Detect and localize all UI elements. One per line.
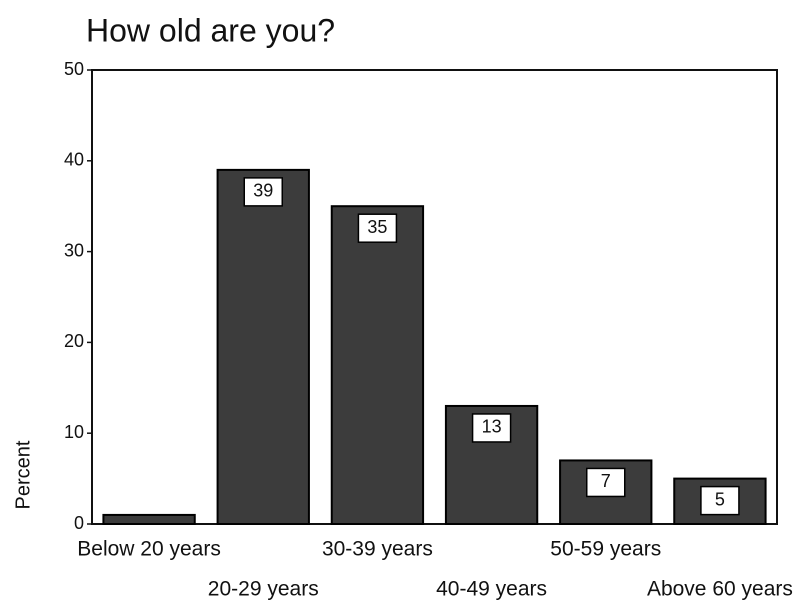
x-tick-label: 50-59 years: [550, 538, 661, 561]
y-tick-label: 10: [64, 422, 84, 442]
value-label: 39: [253, 181, 273, 201]
bar: [330, 205, 425, 525]
value-label: 5: [715, 489, 725, 509]
bar: [102, 513, 196, 525]
x-tick-label: Below 20 years: [77, 538, 221, 561]
x-tick-label: 40-49 years: [436, 578, 547, 601]
x-tick-label: Above 60 years: [647, 578, 793, 601]
value-label: 7: [601, 471, 611, 491]
value-label-box: [700, 485, 740, 516]
value-label-box: [471, 413, 512, 443]
x-tick-label: 20-29 years: [208, 578, 319, 601]
value-label: 13: [482, 417, 502, 437]
value-label-box: [243, 177, 283, 207]
chart-title: How old are you?: [86, 12, 335, 48]
y-tick-label: 0: [74, 513, 84, 533]
y-tick-label: 50: [64, 59, 84, 79]
y-tick-label: 40: [64, 150, 84, 170]
y-tick-label: 20: [64, 331, 84, 351]
value-label: 35: [367, 217, 387, 237]
y-axis-label: Percent: [12, 440, 34, 509]
bar: [216, 168, 310, 525]
x-tick-label: 30-39 years: [322, 538, 433, 561]
y-tick-label: 30: [64, 240, 84, 260]
value-label-box: [357, 213, 398, 243]
value-label-box: [586, 467, 626, 498]
plot-frame: [91, 69, 778, 525]
